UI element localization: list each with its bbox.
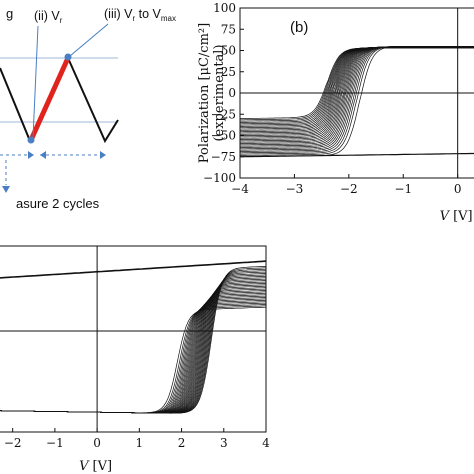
panel-b-curve	[240, 45, 474, 158]
panel-c-curves	[0, 260, 267, 414]
panel-b: 100 75 50 25 0 −25 −50 −75 −100−4 −3 −2 −1 0 (b) Pol…	[197, 1, 474, 224]
measure-arrowhead-left	[28, 151, 34, 159]
panel-c-curve	[0, 294, 267, 414]
panel-c-xlabel: V [V]	[79, 459, 112, 474]
panel-b-axes: 100 75 50 25 0 −25 −50 −75 −100−4 −3 −2 −1 0	[203, 1, 474, 196]
panel-b-xtick-label: −4	[231, 182, 249, 196]
panel-c-curve	[0, 287, 267, 414]
measure-arrowhead-mid	[40, 151, 46, 159]
panel-c-curve	[0, 298, 267, 414]
panel-c-xtick-label: 3	[220, 436, 228, 450]
panel-b-curves	[239, 45, 474, 158]
panel-b-xlabel: V [V]	[440, 209, 473, 224]
highlight-segment	[28, 55, 71, 143]
panel-c-curve	[0, 292, 266, 414]
panel-b-ytick-label: 100	[213, 1, 236, 15]
panel-c: −2 −1 0 1 2 3 4 V [V]	[0, 245, 270, 474]
panel-c-xtick-label: 2	[178, 436, 186, 450]
panel-c-axes: −2 −1 0 1 2 3 4	[0, 245, 270, 450]
panel-c-xtick-label: −1	[46, 436, 64, 450]
panel-c-frame	[0, 245, 267, 433]
panel-c-curve	[0, 302, 267, 414]
panel-b-curve	[240, 47, 474, 119]
panel-c-xtick-label: 4	[262, 436, 270, 450]
panel-c-curve	[0, 277, 267, 414]
panel-c-curve	[0, 274, 267, 414]
panel-b-xtick-label: 0	[454, 182, 462, 196]
panel-b-label: (b)	[290, 19, 308, 36]
point-vr	[27, 136, 35, 144]
panel-b-ytick-label: 50	[221, 44, 236, 58]
panel-c-curve	[0, 275, 267, 414]
label-step-ii: (ii) Vr	[34, 9, 63, 25]
panel-c-xtick-label: 1	[136, 436, 144, 450]
panel-c-return-branch	[0, 260, 267, 279]
panel-b-xtick-label: −1	[394, 182, 412, 196]
panel-c-curve	[0, 295, 267, 414]
panel-c-xtick-label: 0	[93, 436, 101, 450]
triangle-waveform	[0, 55, 119, 144]
panel-c-curve	[0, 284, 267, 414]
panel-b-ytick-label: 75	[221, 22, 236, 36]
panel-c-curve	[0, 266, 267, 414]
panel-c-xtick-label: −2	[4, 436, 22, 450]
panel-b-ytick-label: 25	[221, 65, 236, 79]
panel-c-curve	[0, 301, 267, 414]
panel-b-ytick-label: 0	[228, 86, 236, 100]
panel-b-ytick-label: −25	[211, 107, 236, 121]
panel-b-xtick-label: −3	[286, 182, 304, 196]
panel-b-ytick-label: −50	[211, 129, 236, 143]
panel-b-ylabel: Polarization [μC/cm²]	[197, 23, 212, 163]
panel-b-ytick-label: −75	[211, 150, 236, 164]
pointer-vr	[32, 25, 39, 139]
label-partial-top: g	[6, 6, 13, 21]
panel-c-curve	[0, 299, 267, 414]
panel-b-ytick-label: −100	[203, 171, 236, 185]
point-vmax	[64, 53, 72, 61]
measure-pointer-head	[2, 186, 10, 193]
pointer-vmax	[69, 23, 109, 57]
panel-a: g (ii) Vr (iii) Vr to Vmax asure 2 cycle…	[0, 6, 176, 211]
panel-c-curve	[0, 305, 267, 414]
panel-c-curve	[0, 297, 267, 414]
label-step-iii: (iii) Vr to Vmax	[104, 7, 176, 23]
panel-b-ylabel-sub: (experimental)	[212, 44, 227, 141]
panel-c-curve	[0, 285, 267, 414]
panel-c-curve	[0, 304, 266, 414]
panel-c-curve	[0, 291, 266, 414]
panel-c-curve	[0, 306, 267, 414]
panel-b-xtick-label: −2	[340, 182, 358, 196]
panel-b-return-branch	[239, 152, 474, 158]
label-measure: asure 2 cycles	[16, 196, 100, 211]
measure-arrowhead-right	[100, 151, 106, 159]
